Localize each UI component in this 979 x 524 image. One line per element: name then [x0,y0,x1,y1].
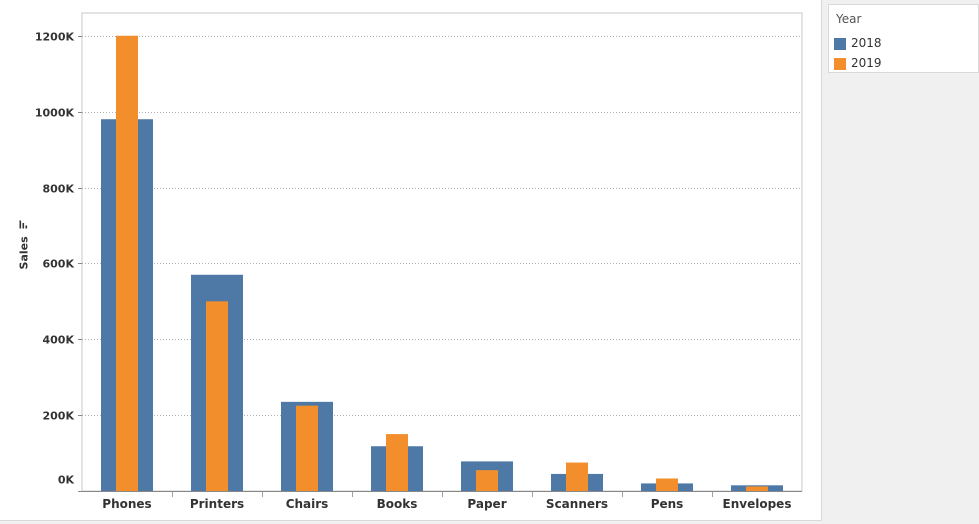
bar-2019-paper [476,470,498,491]
legend-title: Year [836,12,862,26]
bar-chart: 0K 200K 400K 600K 800K 1000K 1200K Phones Printe… [35,12,803,511]
bar-2019-books [386,434,408,491]
y-tick-label: 600K [43,258,75,271]
bar-2019-printers [206,301,228,491]
x-tick-label: Pens [651,497,684,511]
bar-2019-envelopes [746,486,768,491]
bar-2019-pens [656,478,678,491]
y-tick-label: 1200K [35,31,75,44]
sort-descending-icon[interactable] [19,220,28,229]
y-tick-label: 1000K [35,107,75,120]
y-tick-label: 800K [43,183,75,196]
y-tick-label: 0K [58,474,75,487]
y-axis-title-text: Sales [17,236,31,270]
x-tick-label: Paper [467,497,506,511]
bar-2019-chairs [296,405,318,491]
chart-pane: 0K 200K 400K 600K 800K 1000K 1200K Phones Printe… [0,0,822,521]
y-tick-label: 200K [43,410,75,423]
x-tick-label: Phones [102,497,151,511]
legend-swatch-2018 [834,38,846,50]
plot-frame [81,12,803,492]
legend-label-2019: 2019 [851,56,882,70]
legend-label-2018: 2018 [851,36,882,50]
y-tick-label: 400K [43,334,75,347]
x-tick-label: Scanners [546,497,608,511]
bar-2019-phones [116,35,138,492]
x-tick-label: Envelopes [723,497,792,511]
y-axis-title[interactable]: Sales [17,220,31,270]
legend-swatch-2019 [834,58,846,70]
legend: Year 2018 2019 [828,4,979,73]
x-tick-label: Books [377,497,418,511]
bar-2019-scanners [566,462,588,491]
x-tick-label: Printers [190,497,244,511]
x-tick-label: Chairs [286,497,329,511]
